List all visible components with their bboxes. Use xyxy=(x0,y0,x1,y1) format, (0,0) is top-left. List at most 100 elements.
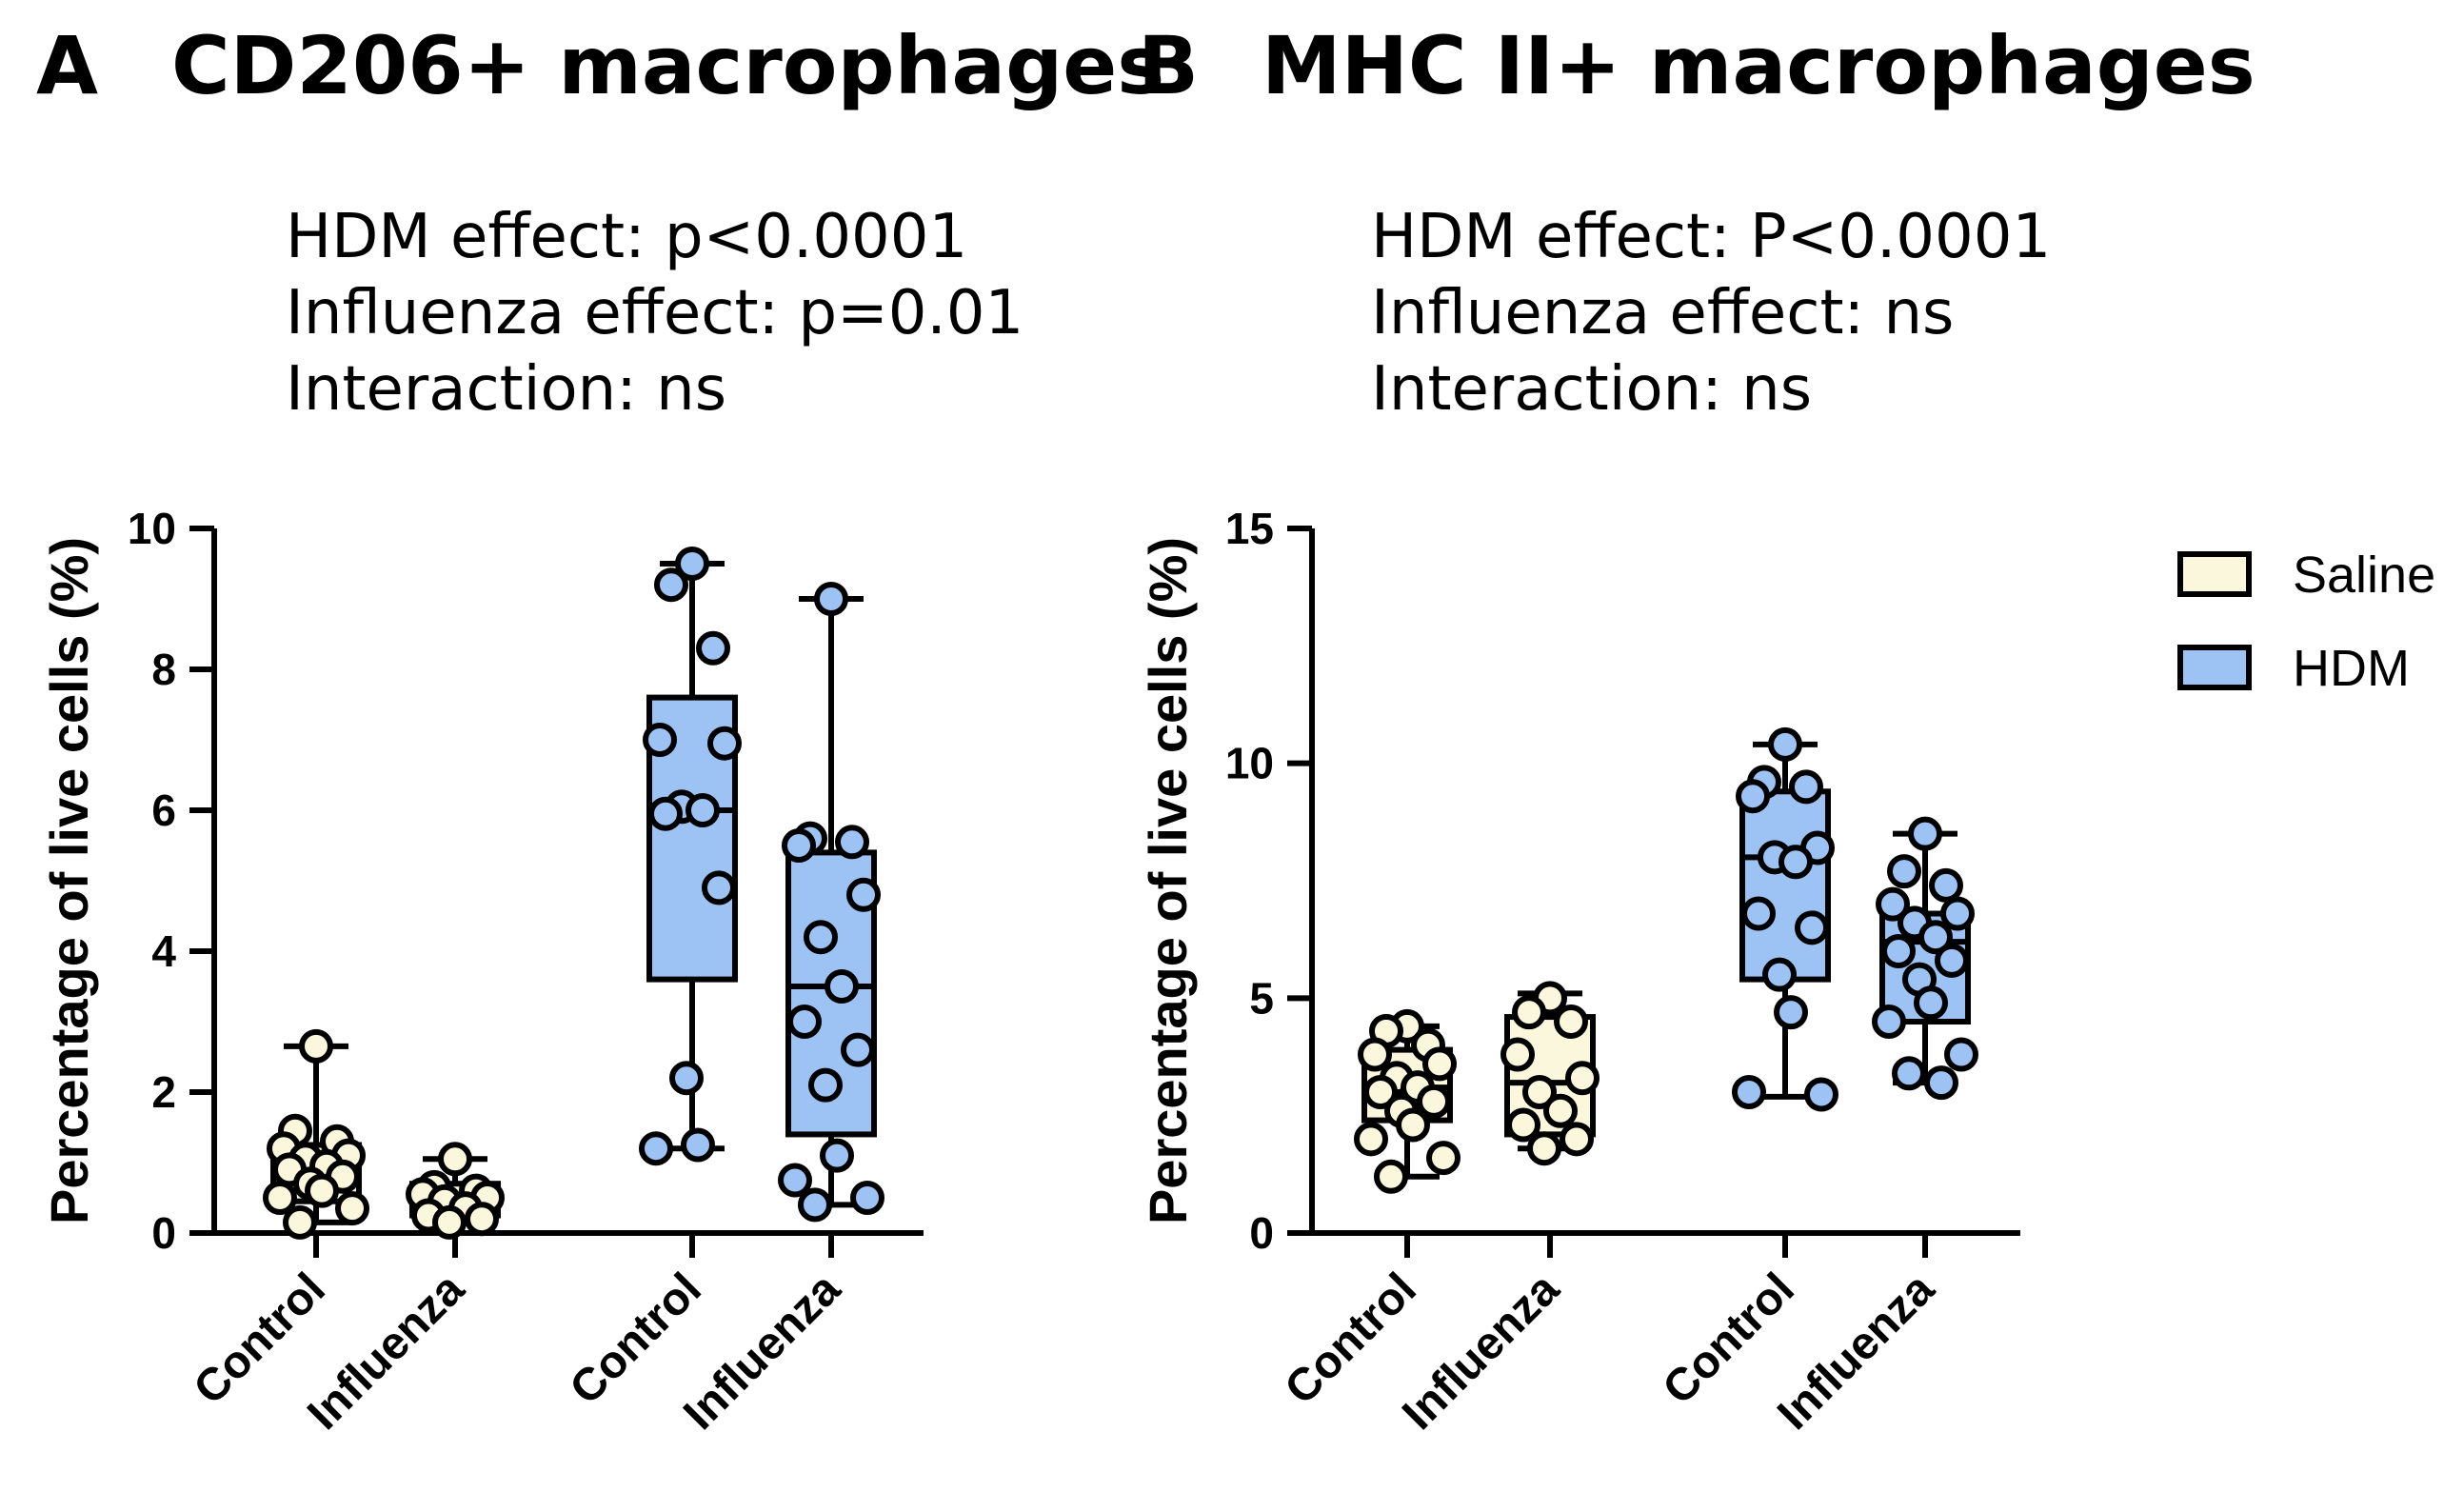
legend-swatch-hdm xyxy=(2177,645,2252,690)
data-point xyxy=(1527,1131,1561,1166)
data-point xyxy=(1918,920,1953,955)
data-point xyxy=(1358,1037,1392,1072)
data-point xyxy=(1354,1122,1388,1157)
x-tick-label: Control xyxy=(1276,1263,1426,1414)
data-point xyxy=(702,870,736,905)
data-point xyxy=(1762,957,1797,992)
data-point xyxy=(1935,943,1969,978)
data-point xyxy=(1789,769,1823,805)
y-tick-label: 10 xyxy=(1225,739,1274,788)
data-point xyxy=(835,825,869,860)
x-tick-label: Influenza xyxy=(1768,1263,1944,1440)
y-axis-label: Percentage of live cells (%) xyxy=(39,537,99,1224)
data-point xyxy=(1396,1107,1430,1143)
legend-swatch-saline xyxy=(2177,551,2252,597)
data-point xyxy=(1929,867,1963,903)
data-point xyxy=(1506,1107,1540,1143)
y-tick-label: 4 xyxy=(151,926,176,976)
data-point xyxy=(1512,995,1546,1030)
data-point xyxy=(465,1202,499,1237)
data-point xyxy=(1768,726,1802,762)
panel-a-letter: A xyxy=(36,19,98,112)
data-point xyxy=(1881,934,1916,968)
data-point xyxy=(1876,886,1910,922)
data-point xyxy=(686,793,720,827)
data-point xyxy=(696,630,730,666)
box-group-saline-control: Control xyxy=(1276,1008,1461,1414)
panel-b-letter: B xyxy=(1138,19,1199,112)
data-point xyxy=(654,567,688,603)
data-point xyxy=(1560,1122,1594,1157)
data-point xyxy=(1554,1005,1588,1039)
box-group-hdm-control: Control xyxy=(561,547,742,1414)
y-tick-label: 15 xyxy=(1225,504,1274,553)
x-tick-label: Influenza xyxy=(1393,1263,1569,1440)
panel-b-stat-interaction: Interaction: ns xyxy=(1371,354,1812,425)
data-point xyxy=(438,1142,472,1177)
data-point xyxy=(1736,779,1770,814)
data-point xyxy=(787,1005,822,1039)
data-point xyxy=(675,547,709,581)
data-point xyxy=(648,796,683,831)
data-point xyxy=(1872,1005,1906,1039)
data-point xyxy=(1804,1077,1838,1112)
data-point xyxy=(1543,1093,1578,1128)
data-point xyxy=(846,877,881,912)
panel-b-stat-influenza: Influenza effect: ns xyxy=(1371,278,1954,348)
data-point xyxy=(263,1181,297,1215)
data-point xyxy=(808,1067,843,1103)
data-point xyxy=(1914,985,1948,1021)
data-point xyxy=(850,1181,884,1215)
y-tick-label: 2 xyxy=(151,1067,176,1117)
data-point xyxy=(1363,1075,1398,1109)
data-point xyxy=(1887,854,1921,889)
data-point xyxy=(1774,995,1808,1030)
data-point xyxy=(825,969,859,1004)
data-point xyxy=(798,1187,832,1223)
data-point xyxy=(1940,896,1975,931)
data-point xyxy=(681,1127,715,1163)
data-point xyxy=(707,726,742,761)
data-point xyxy=(1565,1061,1600,1096)
panel-a-stat-influenza: Influenza effect: p=0.01 xyxy=(286,278,1023,348)
data-point xyxy=(1892,1056,1926,1091)
data-point xyxy=(1500,1037,1535,1072)
data-point xyxy=(1374,1159,1408,1194)
panel-a-stat-hdm: HDM effect: p<0.0001 xyxy=(286,202,967,272)
panel-a-header: A CD206+ macrophages HDM effect: p<0.000… xyxy=(36,19,1164,425)
box-group-hdm-control: Control xyxy=(1654,726,1838,1414)
data-point xyxy=(1795,910,1829,945)
data-point xyxy=(1522,1075,1557,1109)
data-point xyxy=(820,1138,854,1173)
data-point xyxy=(283,1204,317,1240)
data-point xyxy=(1422,1046,1457,1082)
y-axis-label: Percentage of live cells (%) xyxy=(1138,537,1198,1224)
data-point xyxy=(1908,816,1942,851)
data-point xyxy=(841,1032,875,1067)
box xyxy=(1739,788,1831,983)
data-point xyxy=(1741,896,1776,931)
data-point xyxy=(299,1028,333,1064)
legend-label-hdm: HDM xyxy=(2293,640,2410,697)
y-tick-label: 0 xyxy=(151,1208,176,1258)
data-point xyxy=(804,920,838,955)
panel-b-plot: Percentage of live cells (%) 0 5 10 15 Contro… xyxy=(1138,504,2020,1440)
data-point xyxy=(1732,1075,1766,1109)
data-point xyxy=(432,1204,467,1240)
panel-a-plot: Percentage of live cells (%) 0 2 4 6 8 10 Contr… xyxy=(39,504,924,1440)
y-tick-label: 0 xyxy=(1249,1208,1274,1258)
data-point xyxy=(1417,1084,1451,1119)
data-point xyxy=(305,1173,339,1208)
data-point xyxy=(1778,845,1813,880)
data-point xyxy=(1924,1065,1958,1101)
data-point xyxy=(335,1191,369,1226)
y-tick-label: 10 xyxy=(128,504,176,553)
y-tick-label: 6 xyxy=(151,786,176,835)
data-point xyxy=(1426,1141,1461,1176)
data-point xyxy=(1944,1037,1978,1072)
legend-label-saline: Saline xyxy=(2293,547,2435,604)
panel-b-header: B MHC II+ macrophages HDM effect: P<0.00… xyxy=(1138,19,2255,425)
panel-a-stat-interaction: Interaction: ns xyxy=(286,354,726,425)
panel-b-stat-hdm: HDM effect: P<0.0001 xyxy=(1371,202,2051,272)
